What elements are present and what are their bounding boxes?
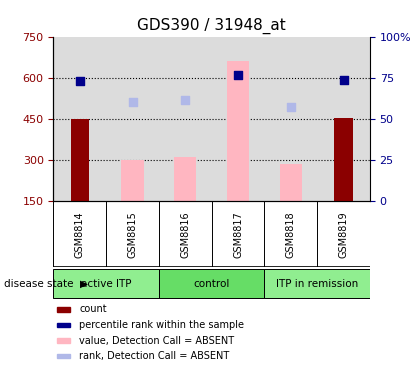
Text: percentile rank within the sample: percentile rank within the sample: [79, 320, 245, 330]
Bar: [334, 117, 353, 201]
Text: count: count: [79, 305, 107, 314]
Text: GSM8814: GSM8814: [75, 211, 85, 258]
Bar: [57, 339, 70, 343]
Bar: [57, 354, 70, 358]
Text: active ITP: active ITP: [81, 279, 132, 289]
Text: control: control: [194, 279, 230, 289]
Bar: [71, 119, 89, 201]
Text: disease state  ▶: disease state ▶: [4, 279, 88, 289]
Text: GSM8818: GSM8818: [286, 211, 296, 258]
Text: rank, Detection Call = ABSENT: rank, Detection Call = ABSENT: [79, 351, 230, 361]
FancyBboxPatch shape: [53, 269, 159, 298]
Bar: [57, 323, 70, 327]
FancyBboxPatch shape: [159, 269, 264, 298]
Bar: [280, 164, 302, 201]
Text: value, Detection Call = ABSENT: value, Detection Call = ABSENT: [79, 336, 235, 346]
Bar: [57, 307, 70, 311]
Point: [129, 100, 136, 105]
Bar: [122, 160, 143, 201]
Bar: [174, 157, 196, 201]
Bar: [227, 61, 249, 201]
Text: ITP in remission: ITP in remission: [276, 279, 358, 289]
Text: GSM8819: GSM8819: [339, 211, 349, 258]
Text: GSM8817: GSM8817: [233, 211, 243, 258]
Point: [76, 78, 83, 83]
Text: GSM8816: GSM8816: [180, 211, 190, 258]
Point: [182, 97, 189, 103]
Point: [287, 104, 294, 109]
Point: [235, 72, 241, 78]
Text: GSM8815: GSM8815: [127, 211, 138, 258]
Title: GDS390 / 31948_at: GDS390 / 31948_at: [137, 18, 286, 34]
FancyBboxPatch shape: [264, 269, 370, 298]
Point: [340, 77, 347, 83]
